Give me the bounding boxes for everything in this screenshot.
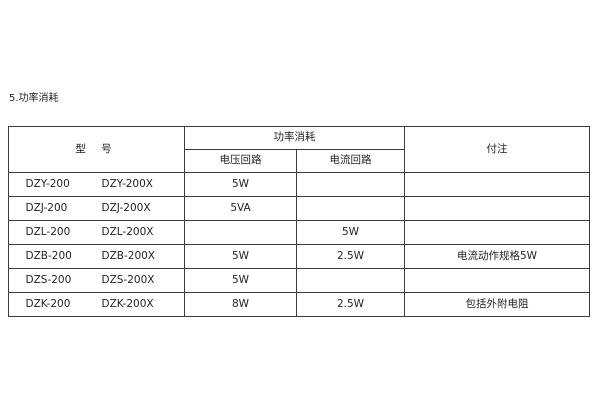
header-voltage-circuit: 电压回路: [184, 149, 297, 173]
model-name-primary: DZS-200: [25, 273, 72, 286]
header-model: 型 号: [8, 126, 185, 173]
table-header-row-top: 型 号 功率消耗 付注: [8, 126, 590, 173]
cell-model: DZY-200 DZY-200X: [8, 172, 185, 197]
cell-model: DZB-200 DZB-200X: [8, 244, 185, 269]
cell-remarks: [404, 268, 590, 293]
model-name-variant: DZK-200X: [101, 297, 154, 310]
power-consumption-table-wrapper: 型 号 功率消耗 付注 电压回路 电流回路 DZY-200 DZY-200X 5W…: [8, 126, 590, 317]
model-name-primary: DZB-200: [25, 249, 72, 262]
model-name-primary: DZL-200: [25, 225, 71, 238]
cell-model: DZJ-200 DZJ-200X: [8, 196, 185, 221]
cell-remarks: 电流动作规格5W: [404, 244, 590, 269]
cell-current-circuit: [296, 268, 405, 293]
table-row: DZY-200 DZY-200X 5W: [8, 172, 590, 197]
table-row: DZL-200 DZL-200X 5W: [8, 220, 590, 245]
model-name-variant: DZJ-200X: [101, 201, 151, 214]
header-current-circuit: 电流回路: [296, 149, 405, 173]
model-name-variant: DZL-200X: [101, 225, 154, 238]
model-name-variant: DZS-200X: [101, 273, 155, 286]
cell-remarks: [404, 220, 590, 245]
power-consumption-table: 型 号 功率消耗 付注 电压回路 电流回路 DZY-200 DZY-200X 5W…: [8, 126, 590, 317]
cell-voltage-circuit: 5VA: [184, 196, 297, 221]
cell-voltage-circuit: 5W: [184, 244, 297, 269]
cell-current-circuit: [296, 172, 405, 197]
cell-model: DZS-200 DZS-200X: [8, 268, 185, 293]
table-row: DZS-200 DZS-200X 5W: [8, 268, 590, 293]
cell-remarks: [404, 196, 590, 221]
section-title: 5.功率消耗: [9, 93, 59, 104]
cell-voltage-circuit: 5W: [184, 268, 297, 293]
cell-model: DZK-200 DZK-200X: [8, 292, 185, 317]
cell-current-circuit: 2.5W: [296, 244, 405, 269]
cell-current-circuit: [296, 196, 405, 221]
cell-current-circuit: 5W: [296, 220, 405, 245]
cell-model: DZL-200 DZL-200X: [8, 220, 185, 245]
cell-remarks: 包括外附电阻: [404, 292, 590, 317]
cell-voltage-circuit: 8W: [184, 292, 297, 317]
model-name-primary: DZK-200: [25, 297, 71, 310]
table-row: DZJ-200 DZJ-200X 5VA: [8, 196, 590, 221]
model-name-variant: DZB-200X: [101, 249, 156, 262]
header-power-consumption: 功率消耗: [184, 126, 405, 150]
cell-remarks: [404, 172, 590, 197]
table-row: DZK-200 DZK-200X 8W 2.5W 包括外附电阻: [8, 292, 590, 317]
table-row: DZB-200 DZB-200X 5W 2.5W 电流动作规格5W: [8, 244, 590, 269]
cell-current-circuit: 2.5W: [296, 292, 405, 317]
model-name-primary: DZY-200: [25, 177, 70, 190]
model-name-primary: DZJ-200: [25, 201, 68, 214]
model-name-variant: DZY-200X: [101, 177, 153, 190]
cell-voltage-circuit: [184, 220, 297, 245]
header-remarks: 付注: [404, 126, 590, 173]
cell-voltage-circuit: 5W: [184, 172, 297, 197]
